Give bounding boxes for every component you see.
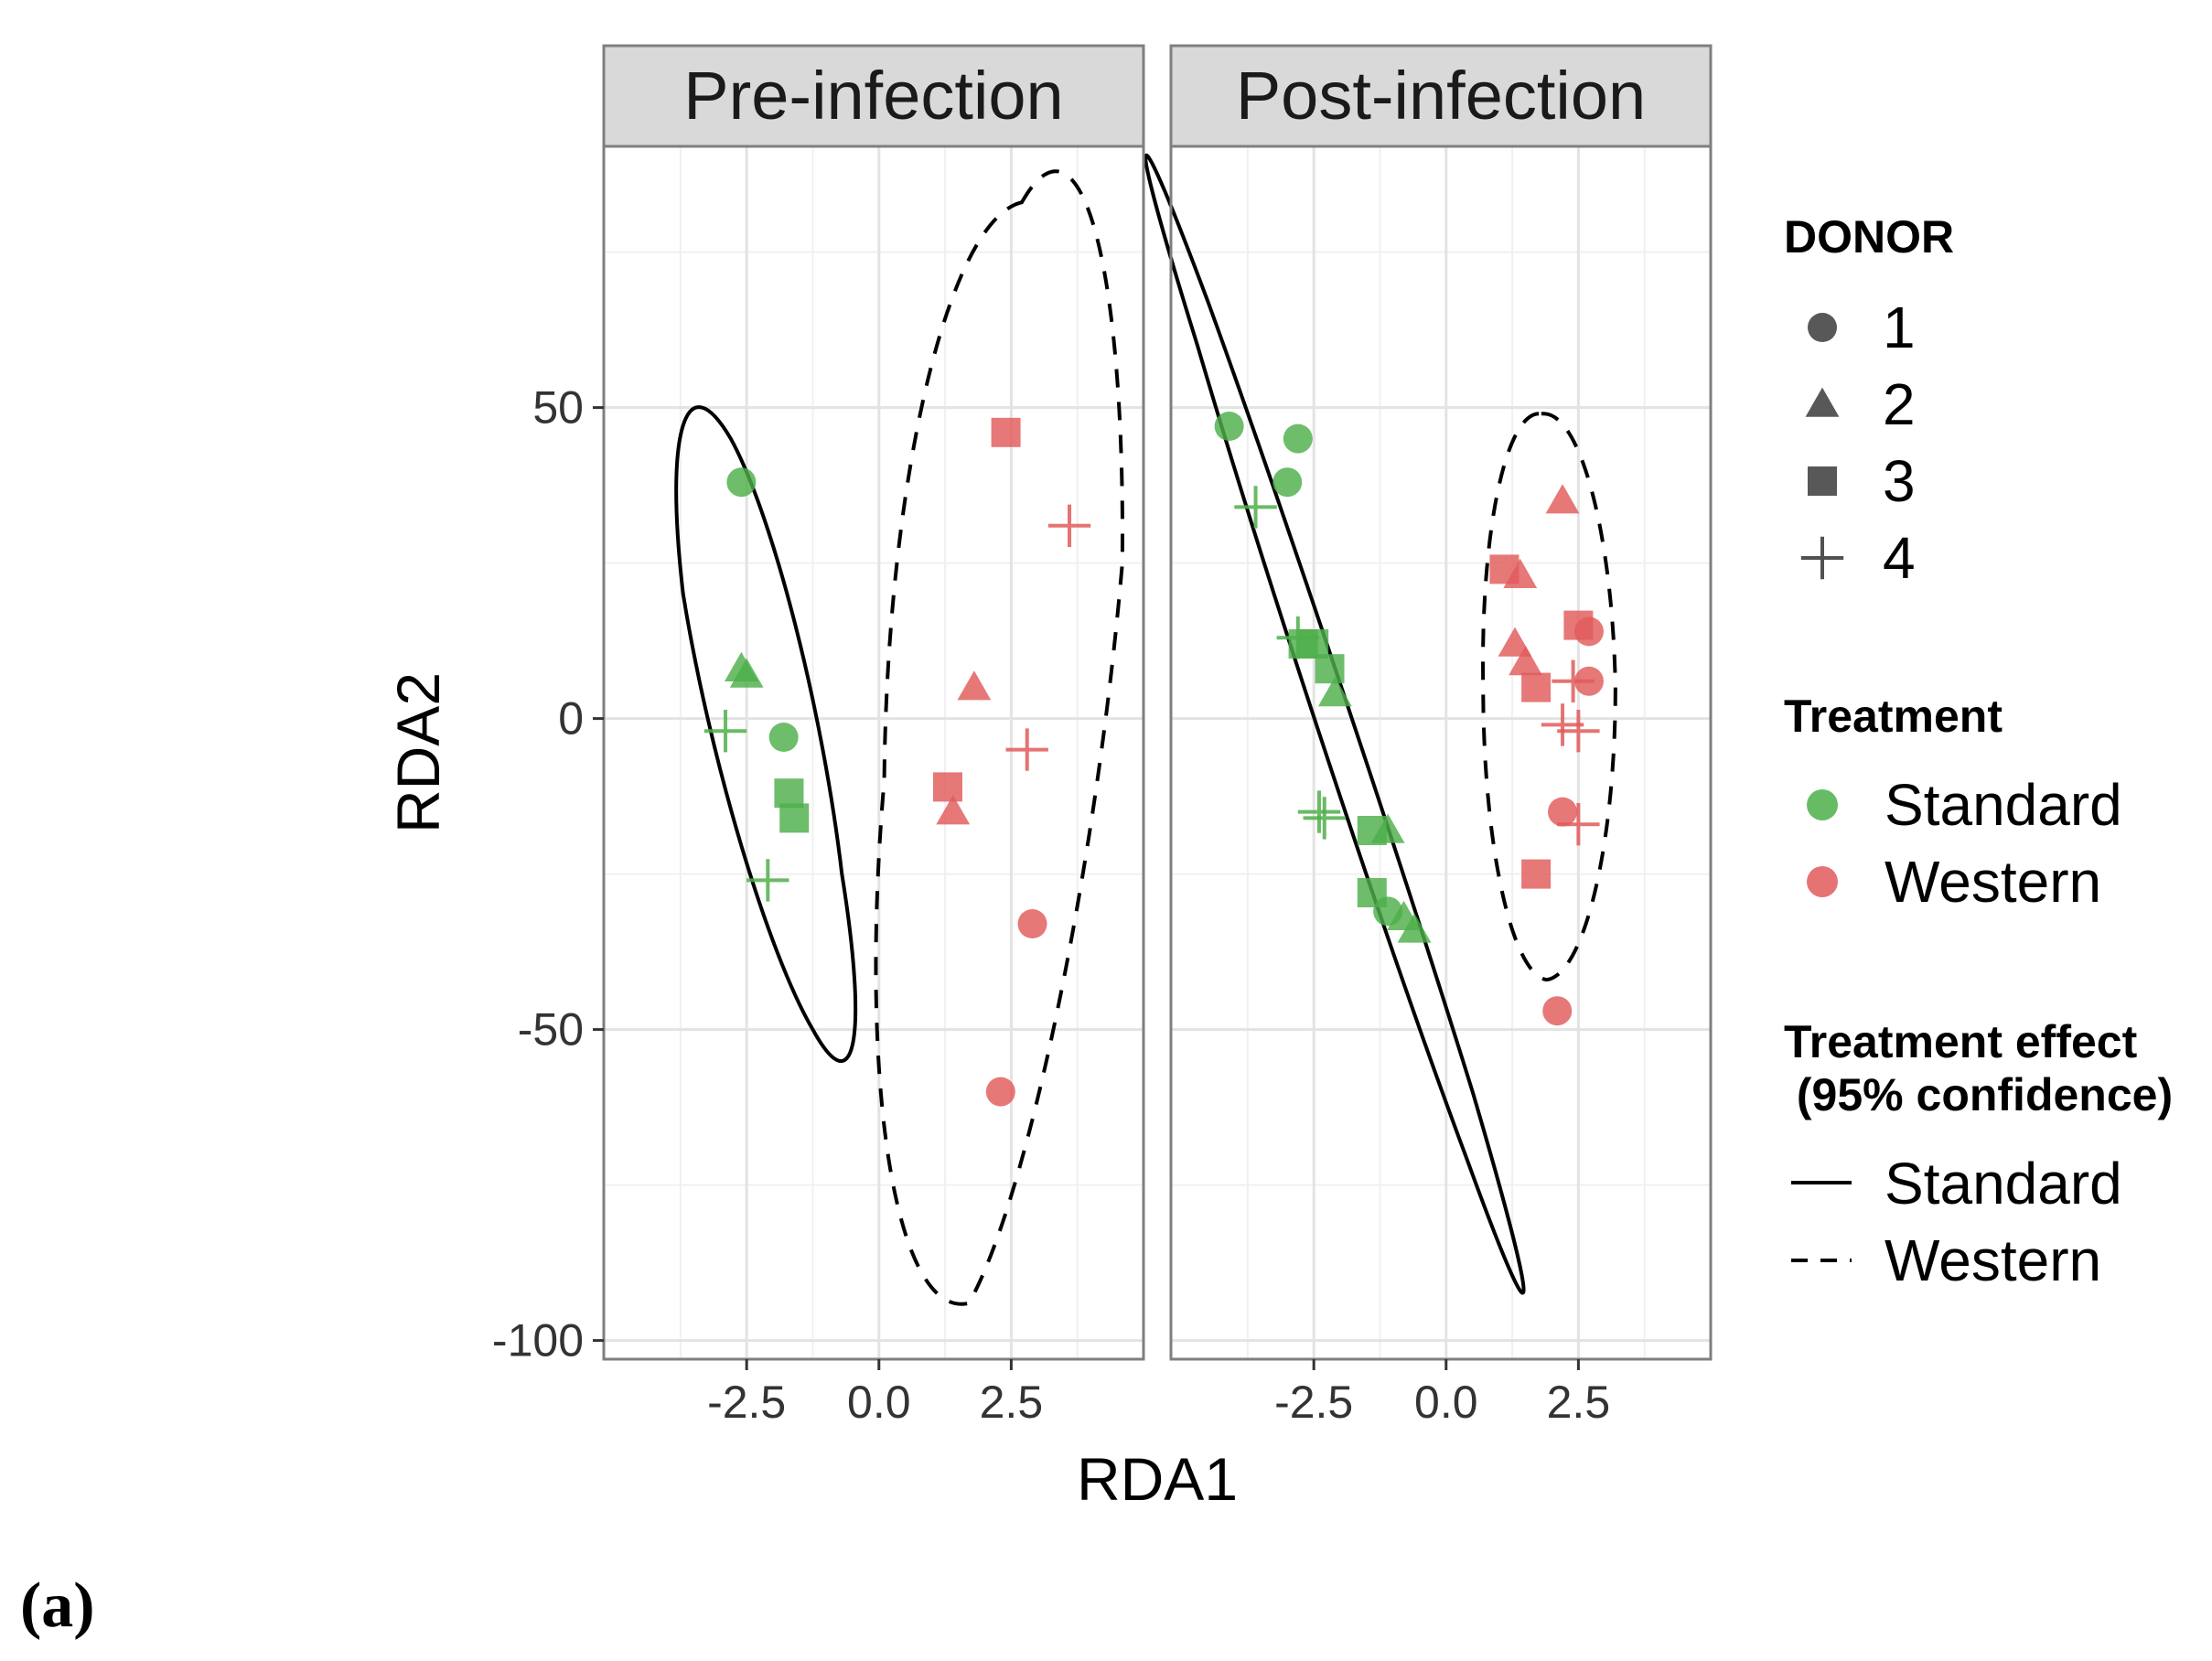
point-standard-donor-3 bbox=[779, 803, 810, 833]
confidence-ellipse-standard-pre bbox=[674, 405, 858, 1063]
confidence-ellipses bbox=[674, 153, 1617, 1306]
point-standard-donor-3 bbox=[1315, 654, 1345, 684]
x-tick-label: -2.5 bbox=[1274, 1377, 1353, 1428]
point-standard-donor-2 bbox=[1397, 913, 1432, 943]
legend-treatment-label-western: Western bbox=[1884, 849, 2101, 915]
point-western-donor-3 bbox=[932, 772, 962, 802]
grid-post bbox=[1171, 146, 1711, 1359]
point-western-donor-2 bbox=[1509, 646, 1542, 676]
y-axis: -100 -50 0 50 bbox=[492, 382, 604, 1366]
panel-label: (a) bbox=[20, 1570, 95, 1641]
legend-effect-label-standard: Standard bbox=[1884, 1151, 2122, 1216]
legend-donor-label-4: 4 bbox=[1883, 525, 1916, 591]
point-standard-donor-3 bbox=[1357, 878, 1387, 907]
legend-donor-key-1 bbox=[1808, 313, 1837, 342]
legend-effect-title-line2: (95% confidence) bbox=[1784, 1069, 2173, 1120]
strip-label-post-infection: Post-infection bbox=[1236, 58, 1646, 134]
panel-background-post bbox=[1171, 146, 1711, 1359]
point-standard-donor-3 bbox=[1357, 816, 1387, 845]
x-tick-label: 2.5 bbox=[1547, 1377, 1611, 1428]
x-tick-label: 0.0 bbox=[847, 1377, 911, 1428]
legend-treatment: Treatment Standard Western bbox=[1784, 691, 2122, 915]
point-western-donor-4 bbox=[1557, 803, 1600, 846]
x-tick-label: -2.5 bbox=[707, 1377, 786, 1428]
confidence-ellipse-standard-post bbox=[1144, 153, 1526, 1295]
legend-donor: DONOR 1 2 3 4 bbox=[1784, 211, 1954, 591]
data-points bbox=[703, 412, 1604, 1107]
point-standard-donor-4 bbox=[1234, 486, 1277, 529]
point-standard-donor-1 bbox=[1272, 467, 1303, 498]
legend-donor-label-3: 3 bbox=[1883, 448, 1916, 514]
x-axis: -2.5 0.0 2.5 -2.5 0.0 2.5 bbox=[707, 1359, 1610, 1428]
legend-treatment-keys bbox=[1807, 789, 1838, 897]
point-standard-donor-3 bbox=[1299, 629, 1329, 659]
point-standard-donor-4 bbox=[746, 859, 789, 902]
legend-donor-title: DONOR bbox=[1784, 211, 1954, 263]
legend-donor-label-2: 2 bbox=[1883, 371, 1916, 437]
legend-donor-keys bbox=[1800, 313, 1844, 580]
strip-post-infection bbox=[1169, 44, 1713, 148]
point-western-donor-3 bbox=[1489, 554, 1519, 584]
point-western-donor-1 bbox=[985, 1077, 1015, 1107]
confidence-ellipse-western-post bbox=[1481, 412, 1617, 982]
facet-panel-post-infection: Post-infection bbox=[1169, 44, 1713, 1359]
point-standard-donor-1 bbox=[1283, 423, 1313, 454]
legend-effect-title-line1: Treatment effect bbox=[1784, 1016, 2138, 1067]
point-standard-donor-4 bbox=[1297, 790, 1341, 833]
confidence-ellipse-western-pre bbox=[874, 169, 1124, 1306]
point-western-donor-2 bbox=[936, 795, 971, 825]
point-standard-donor-2 bbox=[1317, 677, 1352, 707]
y-tick-label: 50 bbox=[532, 382, 584, 434]
legend-effect-label-western: Western bbox=[1884, 1227, 2101, 1293]
legend-donor-key-4 bbox=[1800, 536, 1844, 580]
legend-treatment-title: Treatment bbox=[1784, 691, 2003, 742]
x-tick-label: 2.5 bbox=[980, 1377, 1044, 1428]
point-standard-donor-1 bbox=[1214, 412, 1244, 441]
legend-treatment-label-standard: Standard bbox=[1884, 772, 2122, 838]
legend-donor-key-2 bbox=[1805, 387, 1840, 417]
y-tick-label: -50 bbox=[518, 1004, 584, 1056]
strip-pre-infection bbox=[602, 44, 1145, 148]
legend-treatment-key-standard bbox=[1807, 789, 1838, 820]
point-standard-donor-3 bbox=[774, 778, 804, 809]
legend-treatment-effect: Treatment effect (95% confidence) Standa… bbox=[1784, 1016, 2173, 1293]
legend-donor-label-1: 1 bbox=[1883, 295, 1916, 360]
y-tick-label: 0 bbox=[558, 693, 584, 745]
point-western-donor-1 bbox=[1542, 996, 1573, 1026]
point-western-donor-3 bbox=[1521, 672, 1552, 702]
strip-label-pre-infection: Pre-infection bbox=[683, 58, 1063, 134]
point-standard-donor-4 bbox=[1276, 616, 1320, 659]
point-western-donor-4 bbox=[1047, 504, 1091, 547]
legend-donor-key-3 bbox=[1808, 466, 1837, 496]
point-western-donor-3 bbox=[991, 417, 1021, 447]
panel-border-pre bbox=[602, 145, 1145, 1361]
legend-treatment-key-western bbox=[1807, 866, 1838, 897]
point-western-donor-4 bbox=[1552, 659, 1595, 702]
point-western-donor-3 bbox=[1521, 859, 1552, 889]
point-standard-donor-4 bbox=[703, 710, 747, 753]
point-western-donor-4 bbox=[1005, 728, 1048, 771]
y-axis-title: RDA2 bbox=[384, 672, 452, 833]
point-western-donor-2 bbox=[1498, 627, 1532, 657]
point-western-donor-2 bbox=[1545, 484, 1580, 514]
point-western-donor-4 bbox=[1557, 710, 1600, 753]
point-western-donor-2 bbox=[957, 670, 992, 701]
panel-background-pre bbox=[604, 146, 1144, 1359]
point-standard-donor-1 bbox=[726, 467, 757, 498]
point-standard-donor-4 bbox=[1303, 797, 1346, 840]
x-axis-title: RDA1 bbox=[1077, 1445, 1238, 1513]
y-tick-label: -100 bbox=[492, 1315, 584, 1366]
point-western-donor-1 bbox=[1017, 909, 1047, 938]
point-standard-donor-2 bbox=[729, 658, 764, 688]
point-western-donor-1 bbox=[1548, 797, 1578, 827]
x-tick-label: 0.0 bbox=[1414, 1377, 1478, 1428]
panel-border-post bbox=[1169, 145, 1713, 1361]
point-western-donor-3 bbox=[1563, 610, 1594, 640]
point-standard-donor-1 bbox=[768, 723, 799, 752]
facet-panel-pre-infection: Pre-infection bbox=[602, 44, 1145, 1359]
